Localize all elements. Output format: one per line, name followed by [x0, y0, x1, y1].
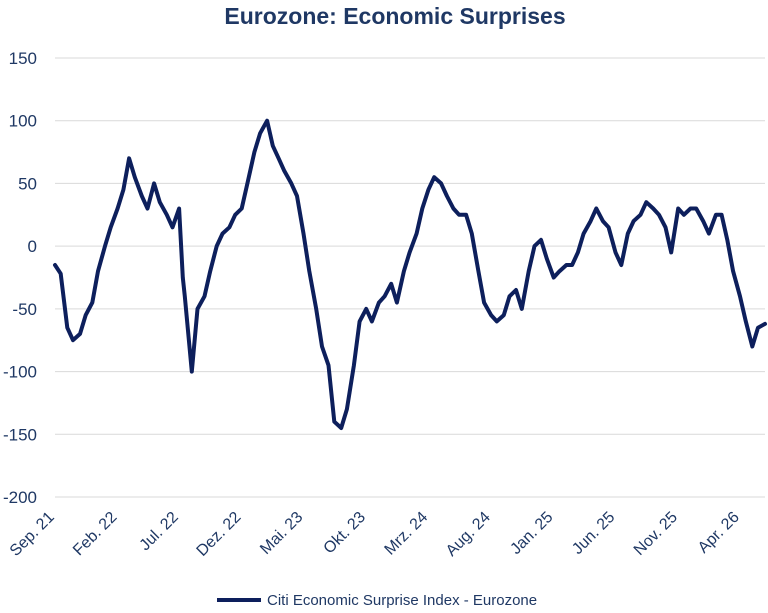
y-tick-label: -150 [3, 425, 37, 444]
y-tick-label: -50 [12, 300, 37, 319]
x-tick-label: Feb. 22 [70, 509, 120, 559]
x-axis: Sep. 21 Feb. 22 Jul. 22 Dez. 22 Mai. 23 Okt. … [7, 509, 743, 560]
x-tick-label: Jul. 22 [137, 509, 182, 554]
x-tick-label: Okt. 23 [321, 509, 370, 558]
plot-area [53, 118, 767, 430]
grid-lines [55, 57, 765, 498]
y-tick-label: -100 [3, 363, 37, 382]
x-tick-label: Mai. 23 [257, 509, 306, 558]
x-tick-label: Jun. 25 [569, 509, 618, 558]
y-tick-label: -200 [3, 488, 37, 507]
y-tick-label: 0 [28, 237, 37, 256]
legend: Citi Economic Surprise Index - Eurozone [217, 592, 537, 609]
legend-label: Citi Economic Surprise Index - Eurozone [267, 592, 537, 609]
x-tick-label: Sep. 21 [7, 509, 58, 560]
x-tick-label: Jan. 25 [507, 509, 556, 558]
x-tick-label: Mrz. 24 [382, 509, 432, 559]
y-axis: 150 100 50 0 -50 -100 -150 -200 [3, 49, 37, 507]
chart-title: Eurozone: Economic Surprises [224, 3, 565, 29]
x-tick-label: Dez. 22 [194, 509, 245, 560]
y-tick-label: 150 [9, 49, 37, 68]
x-tick-label: Nov. 25 [631, 509, 681, 559]
y-tick-label: 100 [9, 112, 37, 131]
x-tick-label: Aug. 24 [443, 509, 494, 560]
series-line [53, 118, 767, 430]
y-tick-label: 50 [18, 174, 37, 193]
x-tick-label: Apr. 26 [695, 509, 743, 557]
